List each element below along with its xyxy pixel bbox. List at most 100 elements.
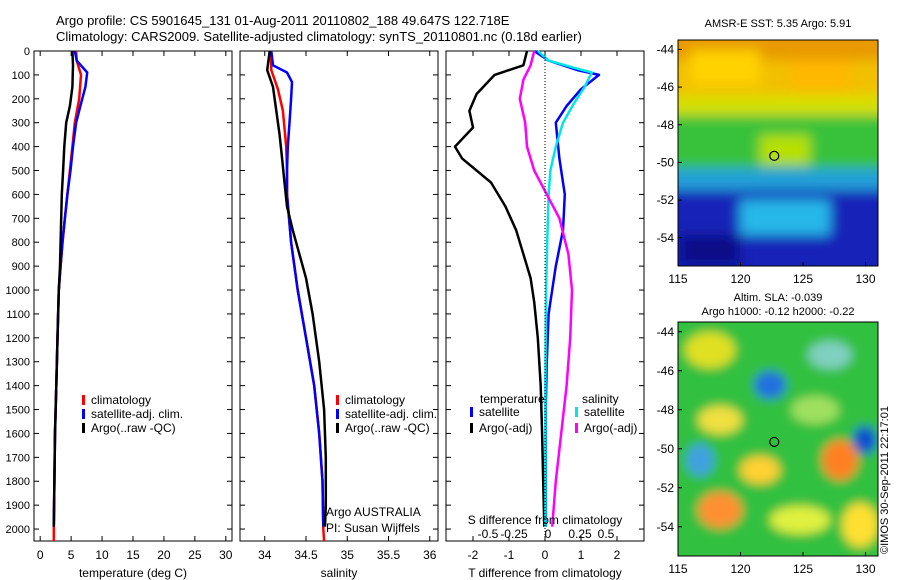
legend-swatch xyxy=(470,407,473,417)
sla-map: Altim. SLA: -0.039 Argo h1000: -0.12 h20… xyxy=(657,292,879,576)
legend-label: satellite-adj. clim. xyxy=(91,407,183,421)
series-line xyxy=(533,49,601,527)
legend-label: Argo(..raw -QC) xyxy=(91,421,176,435)
x-tick-label: 34 xyxy=(258,548,272,562)
x-tick-label: 1 xyxy=(578,548,585,562)
x-tick-label: 25 xyxy=(188,548,202,562)
series-line xyxy=(536,50,594,527)
series-line xyxy=(453,50,546,527)
legend-label: Argo(-adj) xyxy=(584,421,637,435)
y-tick-label: 1300 xyxy=(6,357,30,369)
y-tick-label: 2000 xyxy=(6,524,30,536)
y-tick-label: 800 xyxy=(12,237,30,249)
y-tick-label: 1900 xyxy=(6,500,30,512)
map-x-tick-label: 120 xyxy=(730,272,750,286)
y-tick-label: 1200 xyxy=(6,333,30,345)
series-line xyxy=(518,50,574,527)
map-y-tick-label: -50 xyxy=(657,442,675,456)
profile-panel-difference: -2 -1 0 1 2 T difference from climatology S di… xyxy=(445,49,645,580)
top-axis-label: S difference from climatology xyxy=(468,513,623,527)
y-tick-label: 1800 xyxy=(6,476,30,488)
x-tick-label: 2 xyxy=(614,548,621,562)
y-tick-label: 100 xyxy=(12,70,30,82)
argo-country-label: Argo AUSTRALIA xyxy=(326,505,421,519)
map-x-tick-label: 115 xyxy=(668,272,687,286)
legend-swatch xyxy=(575,423,578,433)
y-tick-label: 400 xyxy=(12,142,30,154)
series-line xyxy=(265,50,328,527)
panel-frame xyxy=(33,50,233,542)
map-y-tick-label: -46 xyxy=(657,80,675,94)
sst-map-title: AMSR-E SST: 5.35 Argo: 5.91 xyxy=(705,18,852,30)
map-x-tick-label: 130 xyxy=(855,562,875,576)
top-tick-label: 0.5 xyxy=(598,527,615,541)
sla-map-title-line1: Altim. SLA: -0.039 xyxy=(734,292,823,304)
map-y-tick-label: -48 xyxy=(657,118,675,132)
x-tick-label: 20 xyxy=(157,548,171,562)
y-tick-label: 1000 xyxy=(6,285,30,297)
y-tick-label: 300 xyxy=(12,118,30,130)
x-axis-label: salinity xyxy=(321,566,358,580)
map-y-tick-label: -52 xyxy=(657,193,675,207)
map-y-tick-label: -54 xyxy=(657,520,675,534)
map-y-tick-label: -52 xyxy=(657,481,675,495)
top-tick-label: 0 xyxy=(545,527,552,541)
legend-swatch xyxy=(470,423,473,433)
series-line xyxy=(270,50,325,527)
pi-label: PI: Susan Wijffels xyxy=(326,521,420,535)
legend-label: satellite-adj. clim. xyxy=(345,407,437,421)
legend-title-salinity: salinity xyxy=(582,392,619,406)
argo-position-marker xyxy=(769,436,780,448)
legend-swatch xyxy=(82,395,85,405)
x-tick-label: 15 xyxy=(126,548,140,562)
legend-title-temperature: temperature xyxy=(480,392,545,406)
x-tick-label: -2 xyxy=(468,548,479,562)
legend-label: Argo(-adj) xyxy=(479,421,532,435)
legend-swatch xyxy=(336,423,339,433)
legend-label: Argo(..raw -QC) xyxy=(345,421,430,435)
x-tick-label: 34.5 xyxy=(294,548,318,562)
x-tick-label: 35 xyxy=(341,548,355,562)
x-tick-label: 5 xyxy=(68,548,75,562)
map-x-tick-label: 125 xyxy=(793,562,813,576)
series-line xyxy=(52,50,75,527)
x-axis-label: temperature (deg C) xyxy=(79,566,187,580)
map-x-tick-label: 115 xyxy=(668,562,687,576)
y-tick-label: 1600 xyxy=(6,428,30,440)
y-tick-label: 1500 xyxy=(6,405,30,417)
map-y-tick-label: -48 xyxy=(657,403,675,417)
y-tick-label: 1400 xyxy=(6,381,30,393)
y-tick-label: 700 xyxy=(12,213,30,225)
map-x-tick-label: 130 xyxy=(855,272,875,286)
x-tick-label: 0 xyxy=(37,548,44,562)
map-x-tick-label: 125 xyxy=(793,272,813,286)
legend-label: satellite xyxy=(584,405,625,419)
figure-title-line2: Climatology: CARS2009. Satellite-adjuste… xyxy=(56,29,582,44)
panel-frame xyxy=(239,50,439,542)
x-tick-label: -1 xyxy=(504,548,515,562)
legend-swatch xyxy=(82,409,85,419)
map-y-tick-label: -54 xyxy=(657,231,675,245)
map-y-tick-label: -46 xyxy=(657,364,675,378)
top-tick-label: -0.25 xyxy=(500,527,528,541)
map-x-tick-label: 120 xyxy=(730,562,750,576)
legend-swatch xyxy=(82,423,85,433)
map-y-tick-label: -44 xyxy=(657,325,675,339)
profile-panel-temperature: 0 5 10 15 20 25 300100200300400500600700800900… xyxy=(6,46,233,580)
y-tick-label: 1700 xyxy=(6,452,30,464)
x-axis-label: T difference from climatology xyxy=(468,566,622,580)
y-tick-label: 500 xyxy=(12,166,30,178)
y-tick-label: 600 xyxy=(12,189,30,201)
sst-map: AMSR-E SST: 5.35 Argo: 5.91 115 120 125 130… xyxy=(657,18,879,286)
legend-label: satellite xyxy=(479,405,520,419)
legend-swatch xyxy=(575,407,578,417)
y-tick-label: 0 xyxy=(24,46,30,58)
sla-map-title-line2: Argo h1000: -0.12 h2000: -0.22 xyxy=(702,306,855,318)
imos-timestamp: ©IMOS 30-Sep-2011 22:17:01 xyxy=(879,406,891,554)
argo-position-marker xyxy=(769,150,780,161)
x-tick-label: 30 xyxy=(219,548,233,562)
legend-label: climatology xyxy=(91,393,151,407)
y-tick-label: 200 xyxy=(12,94,30,106)
map-y-tick-label: -50 xyxy=(657,155,675,169)
